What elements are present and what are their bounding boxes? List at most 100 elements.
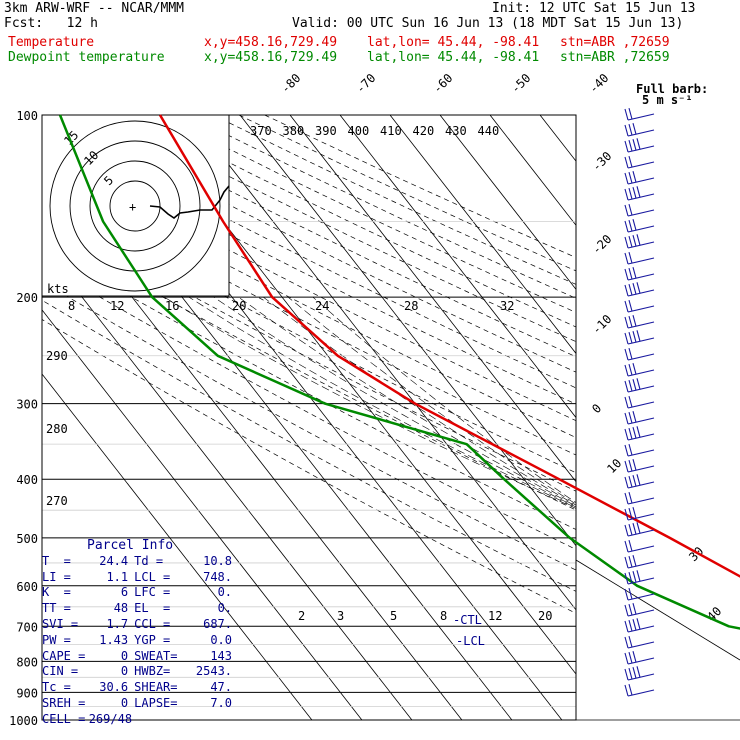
parcel-field-value: 0. bbox=[217, 585, 233, 600]
moist-adiabat-line bbox=[163, 296, 576, 509]
wind-barb bbox=[624, 330, 655, 345]
parcel-field-label: SHEAR= bbox=[134, 680, 178, 695]
theta-tick-label: 370 bbox=[250, 124, 272, 138]
parcel-field-label: LFC = bbox=[134, 585, 171, 600]
isotherm-line bbox=[439, 115, 576, 291]
parcel-field-label: SVI = bbox=[42, 616, 79, 631]
mixing-ratio-tick-label: 20 bbox=[538, 609, 552, 623]
valid-time: Valid: 00 UTC Sun 16 Jun 13 (18 MDT Sat … bbox=[292, 16, 684, 31]
hodograph-kts-label: 24 bbox=[315, 299, 329, 313]
hodograph-kts-label: 28 bbox=[404, 299, 418, 313]
parcel-field-value: 24.4 bbox=[99, 553, 129, 568]
isotherm-tick-label: -40 bbox=[586, 71, 611, 96]
parcel-row: CIN = 0 HWBZ= 2543. bbox=[42, 664, 232, 680]
wind-barb bbox=[624, 539, 655, 553]
parcel-field-value: 1.7 bbox=[106, 616, 129, 631]
lcl-annotation: -LCL bbox=[456, 634, 485, 648]
parcel-field-value: 143 bbox=[210, 648, 233, 663]
isotherm-line bbox=[339, 115, 576, 419]
wind-barb bbox=[624, 186, 655, 201]
wind-barb bbox=[624, 491, 655, 505]
parcel-info-panel: Parcel Info T = 24.4 Td = 10.8 LI = 1.1 LCL = 7… bbox=[42, 538, 232, 728]
dewpoint-station: stn=ABR ,72659 bbox=[560, 50, 670, 65]
parcel-field-label bbox=[129, 712, 189, 728]
wind-barb bbox=[624, 171, 655, 185]
parcel-field-value: 2543. bbox=[195, 664, 233, 679]
parcel-field-value: 0. bbox=[217, 601, 233, 616]
mixing-ratio-line bbox=[697, 586, 740, 720]
dry-adiabat-line bbox=[212, 115, 576, 285]
isotherm-tick-label: -10 bbox=[589, 312, 614, 337]
wind-axis-line bbox=[575, 559, 740, 661]
parcel-field-label: CCL = bbox=[134, 616, 171, 631]
isotherm-line bbox=[489, 115, 576, 226]
wind-barb bbox=[624, 587, 655, 601]
wind-axis-label: 30 bbox=[686, 544, 706, 564]
hodograph-ring bbox=[89, 160, 181, 252]
pressure-tick-label: 200 bbox=[16, 291, 38, 305]
wind-barb bbox=[624, 522, 655, 537]
parcel-field-label: HWBZ= bbox=[134, 664, 171, 679]
parcel-field-value bbox=[188, 712, 232, 728]
pressure-tick-label: 700 bbox=[16, 620, 38, 634]
isotherm-tick-label: 0 bbox=[589, 401, 604, 416]
parcel-field-label: LI = bbox=[42, 569, 71, 584]
wind-barb bbox=[624, 203, 655, 217]
wind-barb bbox=[624, 570, 655, 585]
parcel-info-title: Parcel Info bbox=[87, 538, 174, 553]
dewpoint-latlon: lat,lon= 45.44, -98.41 bbox=[367, 50, 540, 65]
parcel-field-label: CELL = bbox=[42, 711, 86, 726]
wind-barb bbox=[624, 219, 655, 233]
moist-adiabat-line bbox=[188, 296, 576, 509]
dry-adiabat-line bbox=[264, 115, 576, 258]
isotherm-line bbox=[289, 115, 576, 483]
left-theta-tick-label: 280 bbox=[46, 422, 68, 436]
wind-barb bbox=[624, 155, 655, 169]
hodograph-trace bbox=[149, 185, 230, 219]
wind-barb bbox=[624, 555, 655, 569]
isotherm-tick-label: -50 bbox=[508, 71, 533, 96]
dry-adiabat-line bbox=[186, 115, 576, 299]
parcel-row: Tc = 30.6 SHEAR= 47. bbox=[42, 680, 232, 696]
parcel-field-value: 0 bbox=[120, 664, 129, 679]
wind-barb bbox=[624, 395, 655, 409]
parcel-field-label: T = bbox=[42, 553, 71, 568]
parcel-field-value: 6 bbox=[120, 585, 129, 600]
wind-barb bbox=[624, 651, 655, 665]
parcel-row: TT = 48 EL = 0. bbox=[42, 601, 232, 617]
wind-barb bbox=[624, 474, 655, 489]
dry-adiabat-line bbox=[238, 115, 576, 272]
theta-tick-label: 400 bbox=[348, 124, 370, 138]
wind-barb bbox=[624, 683, 655, 697]
temperature-xy: x,y=458.16,729.49 bbox=[204, 35, 338, 50]
parcel-field-label: Td = bbox=[134, 553, 164, 568]
parcel-row: T = 24.4 Td = 10.8 bbox=[42, 554, 232, 570]
parcel-row: CELL = 269/48 bbox=[42, 712, 232, 728]
temperature-legend-label: Temperature bbox=[8, 35, 95, 50]
wind-barb bbox=[624, 282, 655, 297]
theta-tick-label: 410 bbox=[380, 124, 402, 138]
parcel-field-value: 0.0 bbox=[210, 632, 233, 647]
parcel-field-label: LCL = bbox=[134, 569, 171, 584]
hodograph-kts-label: 12 bbox=[110, 299, 124, 313]
theta-tick-label: 440 bbox=[478, 124, 500, 138]
dewpoint-profile-line bbox=[58, 114, 740, 630]
dewpoint-xy: x,y=458.16,729.49 bbox=[204, 50, 338, 65]
parcel-field-value: 0 bbox=[120, 695, 129, 710]
parcel-row: SVI = 1.7 CCL = 687. bbox=[42, 617, 232, 633]
pressure-tick-label: 300 bbox=[16, 398, 38, 412]
wind-barb bbox=[624, 267, 655, 281]
isotherm-tick-label: -20 bbox=[589, 232, 614, 257]
wind-barb bbox=[624, 299, 655, 313]
hodograph-kts-label: 32 bbox=[500, 299, 514, 313]
mixing-ratio-tick-label: 12 bbox=[488, 609, 502, 623]
pressure-tick-label: 100 bbox=[16, 109, 38, 123]
parcel-field-label: CIN = bbox=[42, 664, 79, 679]
parcel-field-label: PW = bbox=[42, 632, 71, 647]
parcel-field-value: 7.0 bbox=[210, 695, 233, 710]
parcel-field-label: TT = bbox=[42, 601, 71, 616]
pressure-tick-label: 500 bbox=[16, 532, 38, 546]
model-title: 3km ARW-WRF -- NCAR/MMM bbox=[4, 1, 185, 16]
parcel-field-label: K = bbox=[42, 585, 71, 600]
